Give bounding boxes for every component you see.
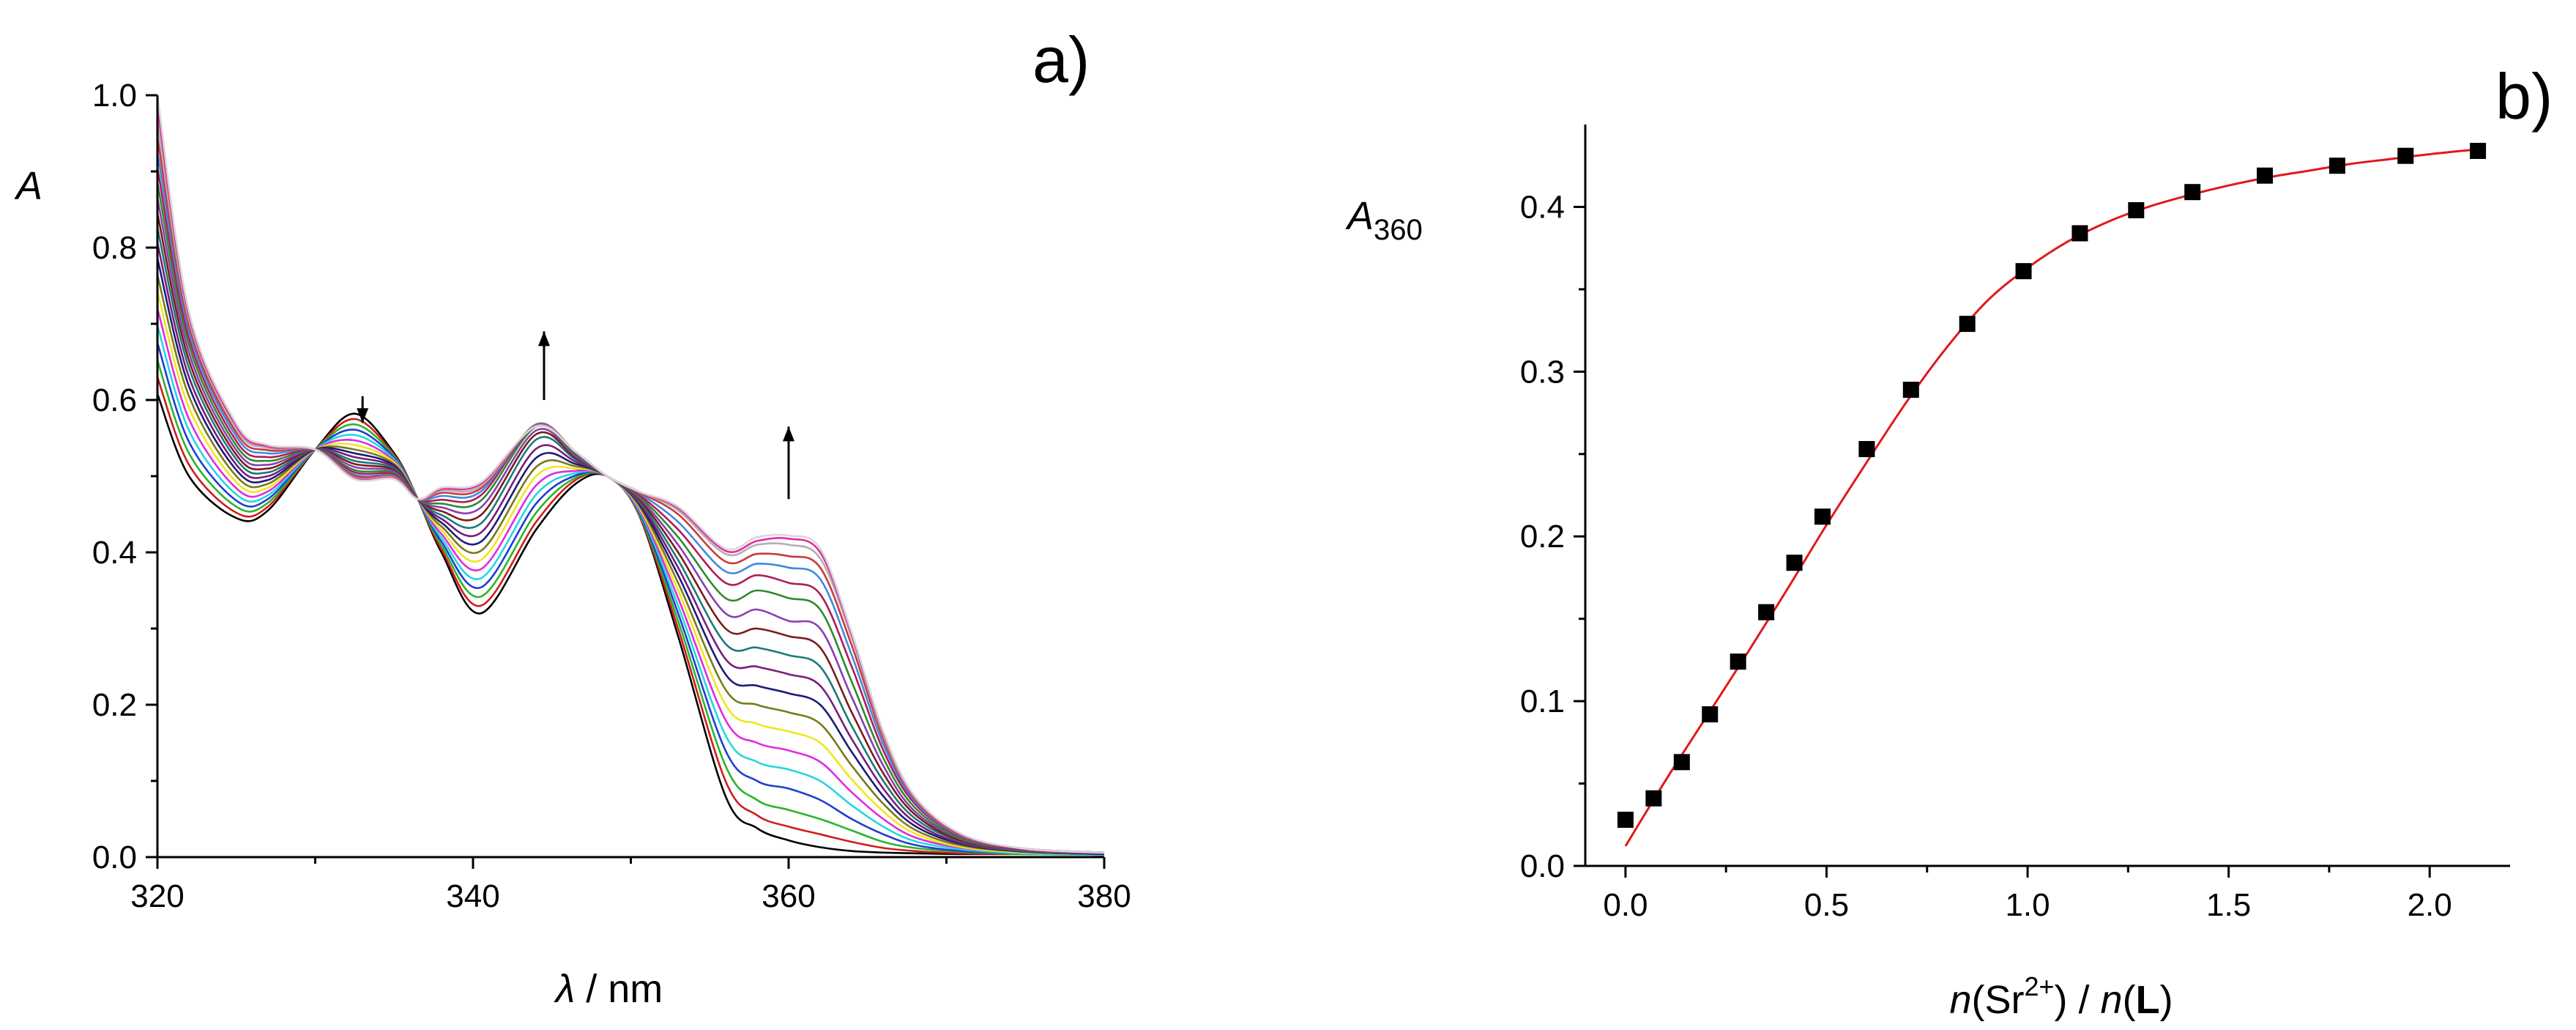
panel-a-y-tick-label: 0.6 [92,382,137,418]
panel-b-data-point [2257,167,2274,184]
panel-a-x-axis-unit: / nm [575,967,663,1011]
panel-a-spectrum-t13 [156,182,1105,854]
panel-b-data-point [2015,263,2032,280]
panel-a-label: a) [1032,23,1090,96]
panel-b-x-tick-label: 1.0 [2005,887,2050,923]
panel-a-spectra-chart: 320 340 360 380 0.0 0.2 0.4 0.6 0.8 1.0 a) A λ / … [14,23,1131,1011]
panel-a-spectrum-t4 [156,325,1105,856]
panel-a-y-tick-label: 0.0 [92,840,137,875]
panel-b-fit-series [1624,148,2479,847]
panel-b-data-point [1902,382,1919,399]
panel-a-spectrum-t8 [156,258,1105,856]
panel-b-data-point [1758,604,1775,620]
panel-b-x-axis-mid: ) / [2055,978,2101,1022]
panel-a-y-tick-label: 0.8 [92,230,137,266]
panel-a-spectrum-t9 [156,242,1105,855]
panel-a-y-tick-label: 0.4 [92,535,137,571]
panel-a-spectrum-t12 [156,198,1105,855]
panel-b-data-point [2329,158,2345,174]
panel-a-spectrum-t10 [156,227,1105,855]
panel-a-spectrum-t14 [156,167,1105,854]
panel-b-x-axis-sup: 2+ [2024,971,2054,1001]
panel-b-data-point [1786,555,1803,571]
panel-a-y-tick-label: 0.2 [92,687,137,723]
panel-b-x-axis-title: n(Sr2+) / n(L) [1949,971,2173,1022]
panel-b-x-tick-label: 2.0 [2408,887,2452,923]
panel-a-spectrum-t15 [156,152,1105,854]
panel-b-x-axis-n1: n [1949,978,1971,1022]
panel-b-fit-line [1624,148,2479,847]
panel-b-y-tick-label: 0.2 [1520,519,1565,555]
panel-a-arrow-head-2 [783,426,794,442]
panel-a-spectrum-t11 [156,212,1105,855]
panel-b-data-point [2184,184,2201,201]
panel-b-x-axis-open: ( [2123,978,2136,1022]
panel-a-axes: 320 340 360 380 0.0 0.2 0.4 0.6 0.8 1.0 [92,78,1131,914]
panel-b-y-tick-label: 0.4 [1520,189,1565,225]
panel-b-titration-chart: 0.0 0.5 1.0 1.5 2.0 0.0 0.1 0.2 0.3 0.4 b) A360 n… [1345,60,2553,1022]
panel-b-data-point [1959,316,1976,333]
panel-a-x-tick-label: 380 [1077,878,1131,914]
panel-b-y-tick-label: 0.0 [1520,848,1565,884]
panel-b-x-tick-label: 0.5 [1804,887,1849,923]
panel-b-x-axis-close: ) [2160,978,2173,1022]
panel-b-y-tick-label: 0.1 [1520,683,1565,719]
panel-a-x-axis-title: λ / nm [554,967,663,1011]
panel-a-y-axis-title: A [14,164,42,208]
panel-a-x-axis-var: λ [554,967,576,1011]
panel-a-x-tick-label: 360 [762,878,815,914]
panel-a-spectrum-t6 [156,291,1105,856]
panel-a-y-tick-label: 1.0 [92,78,137,114]
panel-b-axes: 0.0 0.5 1.0 1.5 2.0 0.0 0.1 0.2 0.3 0.4 [1520,125,2510,923]
panel-b-x-tick-label: 0.0 [1603,887,1648,923]
panel-b-y-axis-sub: 360 [1374,214,1423,246]
panel-b-x-axis-L: L [2136,978,2160,1022]
panel-b-data-point [2071,225,2088,242]
panel-b-data-point [1858,441,1875,458]
panel-a-arrows [357,331,794,500]
panel-a-spectrum-t5 [156,308,1105,856]
panel-b-y-tick-label: 0.3 [1520,354,1565,390]
panel-b-x-tick-label: 1.5 [2206,887,2251,923]
panel-b-y-axis-main: A [1345,194,1374,238]
panel-b-data-point [2397,147,2414,164]
panel-a-arrow-head-1 [537,331,550,347]
panel-a-spectrum-t2 [156,360,1105,856]
panel-b-y-axis-title: A360 [1345,194,1423,246]
panel-b-x-axis-sr: (Sr [1972,978,2025,1022]
panel-b-measured-series [1617,142,2487,829]
panel-b-x-axis-n2: n [2101,978,2123,1022]
panel-b-data-point [2128,201,2145,218]
panel-b-data-point [1702,706,1719,723]
panel-b-label: b) [2495,60,2553,133]
panel-a-spectrum-t3 [156,342,1105,856]
panel-b-data-point [1673,754,1690,771]
panel-b-data-point [1730,653,1746,670]
panel-a-spectrum-t18 [156,106,1105,854]
panel-b-data-point [2470,142,2487,159]
panel-a-x-tick-label: 340 [446,878,499,914]
panel-b-data-point [1617,812,1634,829]
panel-a-arrow-head-0 [357,408,369,423]
panel-a-spectra-series [156,95,1105,856]
panel-a-x-tick-label: 320 [130,878,184,914]
panel-a-spectrum-t7 [156,275,1105,856]
panel-a-spectrum-t19 [156,95,1105,854]
panel-b-data-point [1645,790,1662,807]
panel-b-data-point [1814,508,1831,525]
